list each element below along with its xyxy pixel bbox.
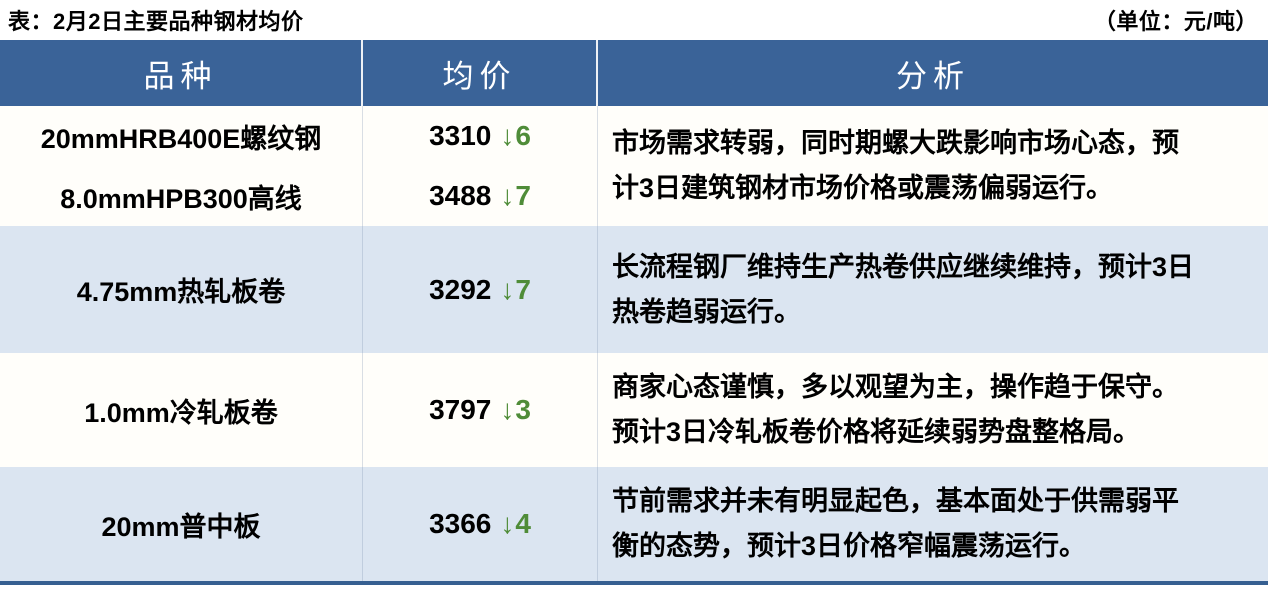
price-value: 3292 (429, 273, 492, 305)
analysis-text: 商家心态谨慎，多以观望为主，操作趋于保守。 (612, 372, 1179, 402)
price-change: ↓ 3 (500, 394, 531, 426)
price-line: 3488 ↓ 7 (429, 180, 531, 212)
steel-price-table: 品种 均价 分析 20mmHRB400E螺纹钢 8.0mmHPB300高线 33… (0, 40, 1268, 585)
variety-cell: 20mmHRB400E螺纹钢 8.0mmHPB300高线 (0, 106, 363, 226)
table-bottom-border (0, 581, 1268, 585)
table-row: 1.0mm冷轧板卷 3797 ↓ 3 商家心态谨慎，多以观望为主，操作趋于保守。 … (0, 353, 1268, 467)
price-value: 3797 (429, 394, 492, 425)
price-value: 3488 (429, 180, 492, 211)
analysis-cell: 长流程钢厂维持生产热卷供应继续维持，预计3日 热卷趋弱运行。 (598, 226, 1268, 353)
change-value: 7 (515, 180, 531, 211)
table-row: 20mm普中板 3366 ↓ 4 节前需求并未有明显起色，基本面处于供需弱平 衡的… (0, 467, 1268, 581)
analysis-text: 衡的态势，预计3日价格窄幅震荡运行。 (612, 531, 1087, 561)
avg-price-cell: 3310 ↓ 6 3488 ↓ 7 (363, 106, 598, 226)
change-value: 7 (515, 273, 531, 305)
analysis-text: 预计3日冷轧板卷价格将延续弱势盘整格局。 (612, 417, 1141, 447)
product-name: 1.0mm冷轧板卷 (84, 397, 278, 428)
change-value: 4 (515, 508, 531, 539)
product-name: 20mmHRB400E螺纹钢 (40, 123, 322, 154)
table-row: 20mmHRB400E螺纹钢 8.0mmHPB300高线 3310 ↓ 6 348… (0, 106, 1268, 226)
down-arrow-icon: ↓ (500, 120, 515, 151)
price-change: ↓ 7 (500, 180, 531, 212)
variety-cell: 4.75mm热轧板卷 (0, 226, 363, 353)
price-line: 3366 ↓ 4 (429, 508, 531, 540)
table-caption-bar: 表：2月2日主要品种钢材均价 （单位：元/吨） (0, 0, 1268, 40)
avg-price-cell: 3366 ↓ 4 (363, 467, 598, 581)
price-change: ↓ 7 (500, 274, 531, 306)
down-arrow-icon: ↓ (500, 394, 515, 425)
analysis-text: 长流程钢厂维持生产热卷供应继续维持，预计3日 (612, 251, 1195, 282)
price-change: ↓ 4 (500, 508, 531, 540)
avg-price-cell: 3292 ↓ 7 (363, 226, 598, 353)
price-line: 3292 ↓ 7 (429, 274, 531, 306)
change-value: 3 (515, 394, 531, 425)
down-arrow-icon: ↓ (500, 508, 515, 539)
variety-cell: 20mm普中板 (0, 467, 363, 581)
price-line: 3797 ↓ 3 (429, 394, 531, 426)
analysis-text: 市场需求转弱，同时期螺大跌影响市场心态，预 (612, 128, 1179, 158)
product-name: 4.75mm热轧板卷 (76, 277, 286, 307)
analysis-cell: 商家心态谨慎，多以观望为主，操作趋于保守。 预计3日冷轧板卷价格将延续弱势盘整格… (598, 353, 1268, 467)
table-title: 表：2月2日主要品种钢材均价 (8, 9, 304, 34)
unit-label: （单位：元/吨） (1093, 9, 1258, 34)
variety-cell: 1.0mm冷轧板卷 (0, 353, 363, 467)
column-header-analysis: 分析 (896, 58, 970, 94)
table-row: 4.75mm热轧板卷 3292 ↓ 7 长流程钢厂维持生产热卷供应继续维持，预计3… (0, 226, 1268, 353)
down-arrow-icon: ↓ (500, 273, 515, 305)
analysis-text: 热卷趋弱运行。 (612, 296, 801, 327)
down-arrow-icon: ↓ (500, 180, 515, 211)
analysis-cell: 节前需求并未有明显起色，基本面处于供需弱平 衡的态势，预计3日价格窄幅震荡运行。 (598, 467, 1268, 581)
analysis-text: 节前需求并未有明显起色，基本面处于供需弱平 (612, 486, 1179, 516)
price-value: 3310 (429, 120, 492, 151)
product-name: 8.0mmHPB300高线 (60, 183, 302, 214)
price-line: 3310 ↓ 6 (429, 120, 531, 152)
column-header-variety: 品种 (0, 40, 363, 106)
price-value: 3366 (429, 508, 492, 539)
analysis-cell: 市场需求转弱，同时期螺大跌影响市场心态，预 计3日建筑钢材市场价格或震荡偏弱运行… (598, 106, 1268, 226)
change-value: 6 (515, 120, 531, 151)
table-header-row: 品种 均价 分析 (0, 40, 1268, 106)
analysis-text: 计3日建筑钢材市场价格或震荡偏弱运行。 (612, 173, 1114, 203)
price-change: ↓ 6 (500, 120, 531, 152)
column-header-avg-price: 均价 (363, 40, 598, 106)
product-name: 20mm普中板 (101, 511, 261, 542)
avg-price-cell: 3797 ↓ 3 (363, 353, 598, 467)
